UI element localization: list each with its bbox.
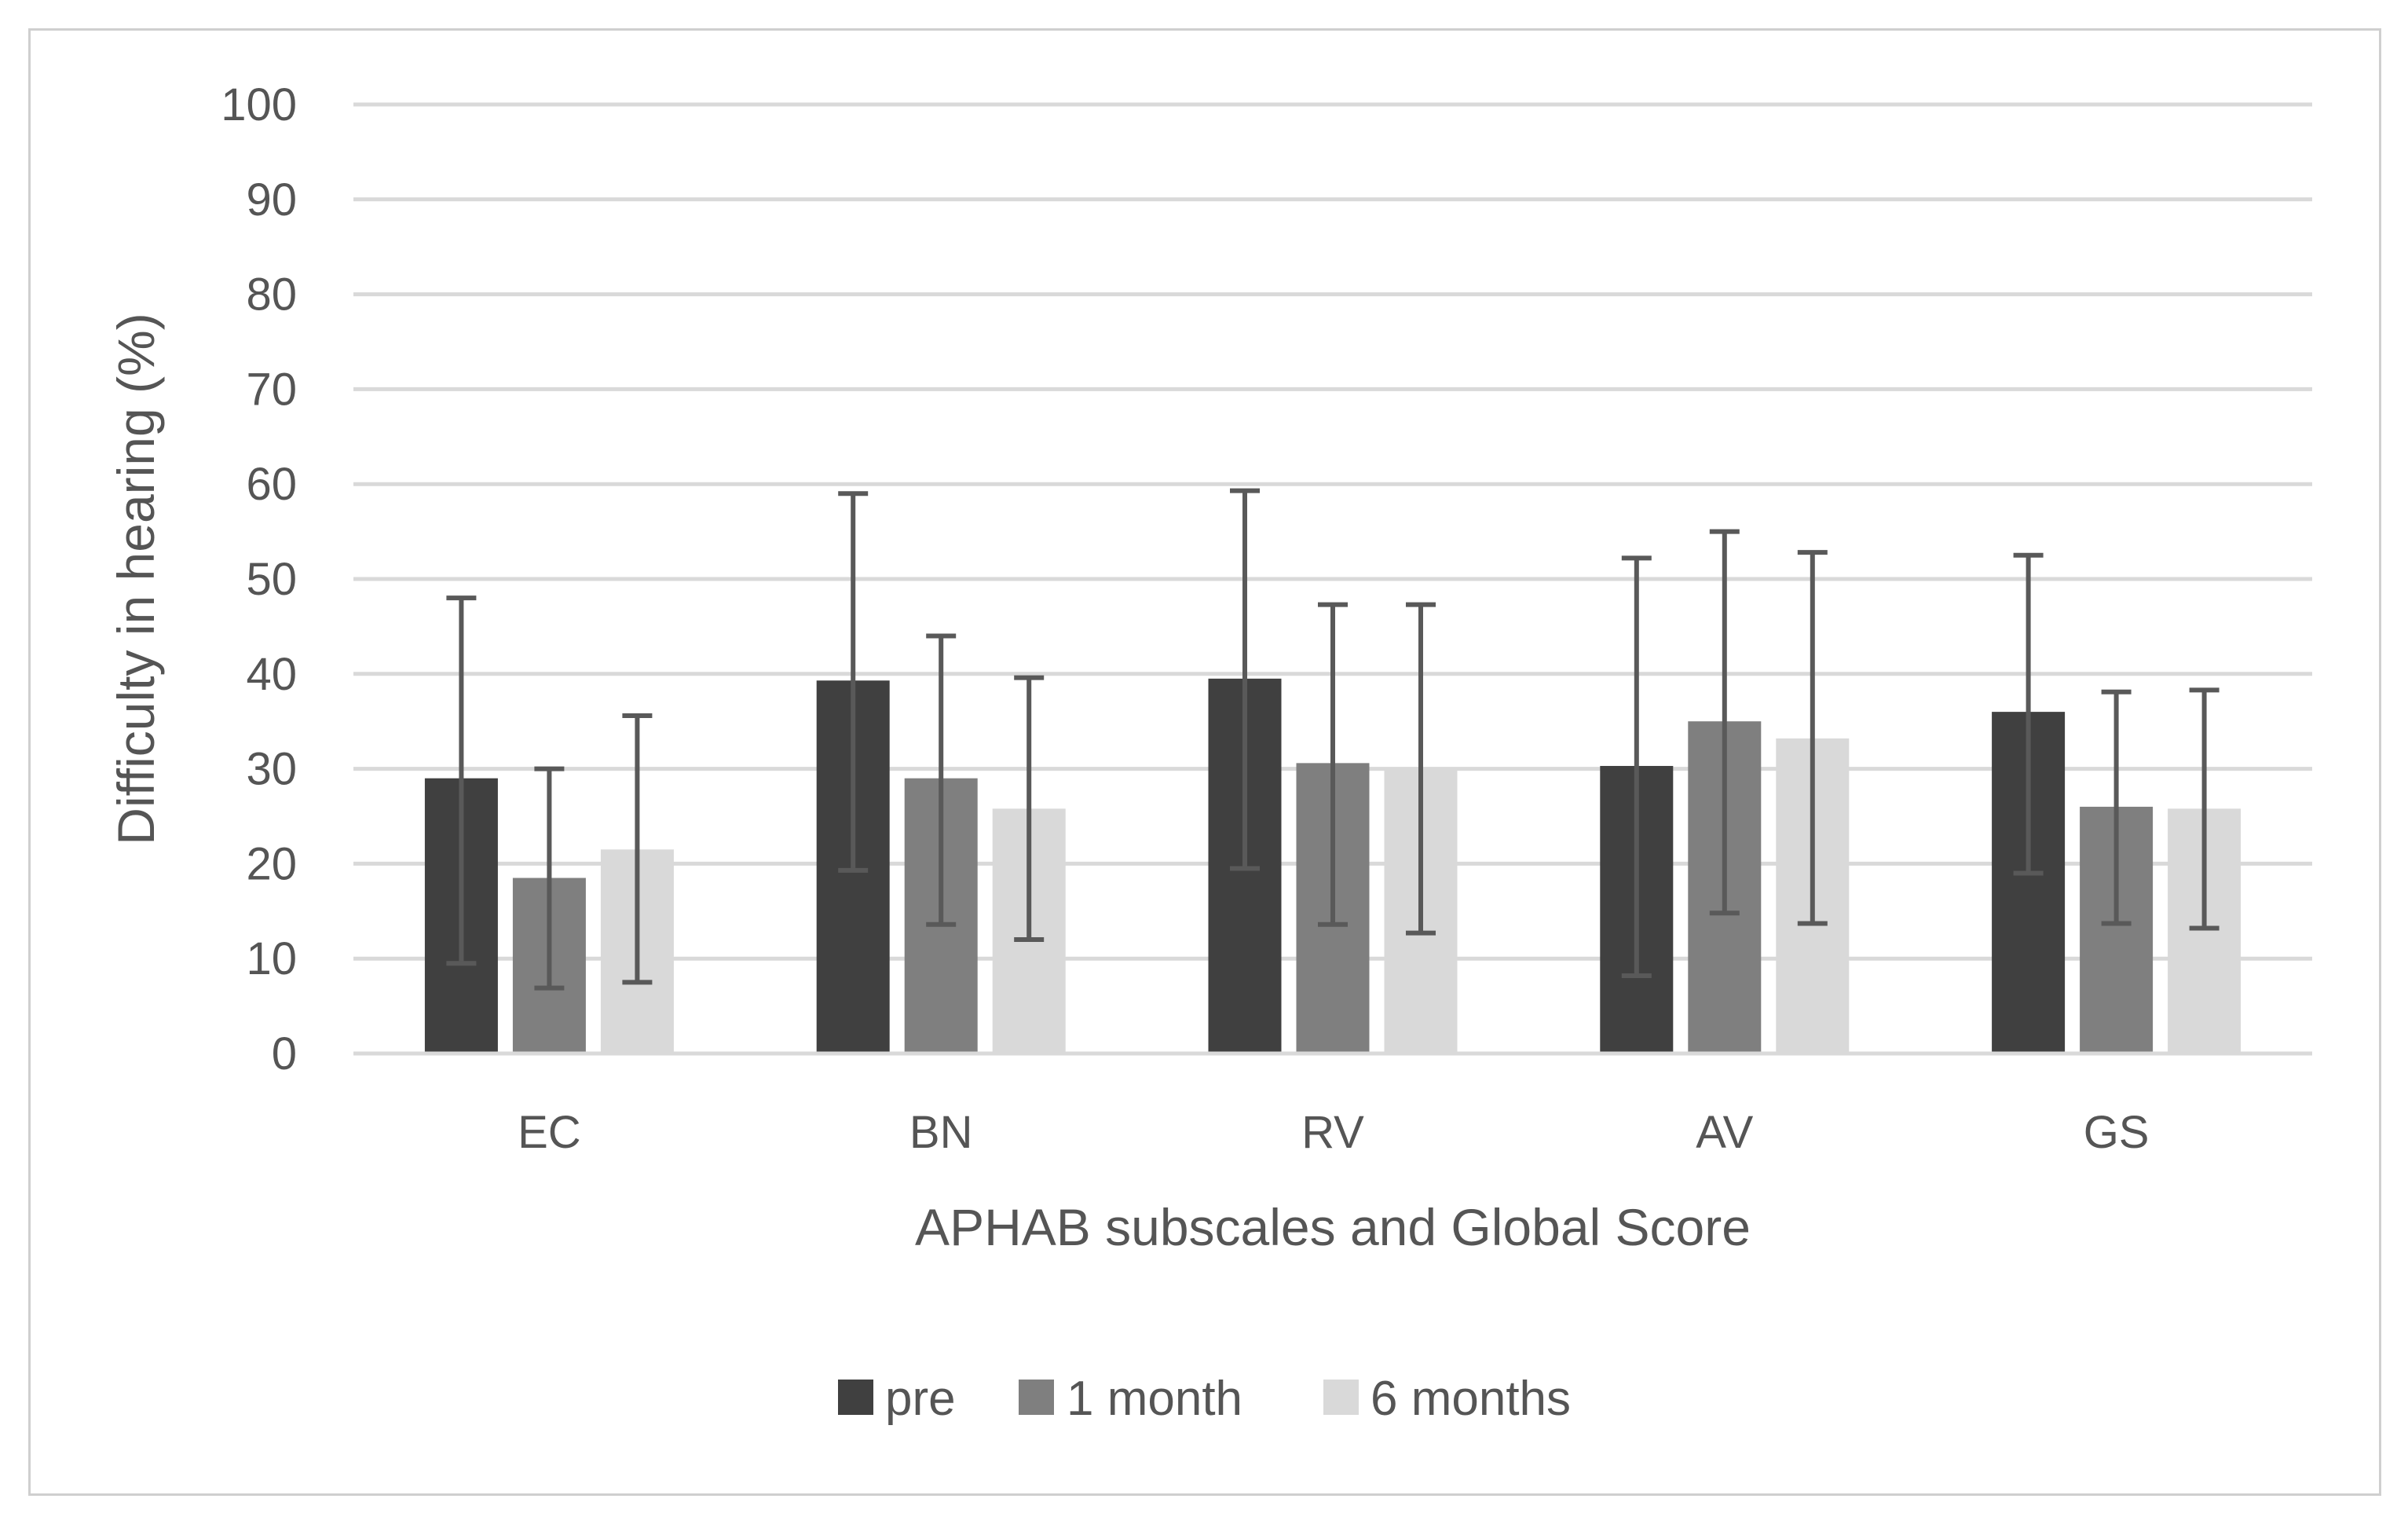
error-bar-rv-pre bbox=[1230, 488, 1260, 871]
error-bar-bn-1-month bbox=[926, 633, 957, 927]
y-tick-label: 90 bbox=[246, 174, 297, 225]
error-bar-av-pre bbox=[1621, 555, 1652, 978]
x-axis-ticks: EC BN RV AV GS bbox=[518, 1107, 2149, 1158]
error-bars bbox=[446, 488, 2220, 991]
x-tick-label-gs: GS bbox=[2084, 1107, 2150, 1158]
y-tick-label: 20 bbox=[246, 838, 297, 889]
y-tick-label: 60 bbox=[246, 459, 297, 510]
y-axis-ticks: 0 10 20 30 40 50 60 70 80 90 100 bbox=[221, 79, 297, 1079]
error-bar-bn-pre bbox=[838, 491, 869, 873]
error-bar-gs-pre bbox=[2013, 552, 2044, 876]
error-bar-rv-6-months bbox=[1406, 602, 1436, 936]
y-tick-label: 100 bbox=[221, 79, 297, 130]
legend-swatch bbox=[1323, 1380, 1359, 1415]
y-tick-label: 30 bbox=[246, 744, 297, 795]
x-tick-label-bn: BN bbox=[909, 1107, 973, 1158]
legend-item-6-months: 6 months bbox=[1323, 1372, 1571, 1426]
error-bar-gs-6-months bbox=[2189, 687, 2220, 931]
x-axis-title: APHAB subscales and Global Score bbox=[915, 1198, 1751, 1256]
error-bar-ec-6-months bbox=[622, 713, 653, 985]
legend-item-1-month: 1 month bbox=[1019, 1372, 1242, 1426]
error-bar-av-1-month bbox=[1709, 529, 1740, 916]
y-tick-label: 70 bbox=[246, 364, 297, 415]
error-bar-bn-6-months bbox=[1014, 675, 1045, 943]
error-bar-gs-1-month bbox=[2101, 689, 2132, 926]
legend-item-pre: pre bbox=[838, 1372, 956, 1426]
error-bar-ec-pre bbox=[446, 595, 477, 966]
y-tick-label: 80 bbox=[246, 269, 297, 321]
error-bar-rv-1-month bbox=[1318, 602, 1348, 927]
legend-swatch bbox=[1019, 1380, 1054, 1415]
y-tick-label: 0 bbox=[272, 1028, 297, 1079]
legend: pre 1 month 6 months bbox=[838, 1372, 1571, 1426]
x-tick-label-ec: EC bbox=[518, 1107, 581, 1158]
x-tick-label-av: AV bbox=[1696, 1107, 1753, 1158]
error-bar-av-6-months bbox=[1797, 550, 1828, 926]
gridlines bbox=[353, 102, 2312, 961]
legend-label: 1 month bbox=[1067, 1372, 1242, 1426]
legend-swatch bbox=[838, 1380, 873, 1415]
x-tick-label-rv: RV bbox=[1301, 1107, 1364, 1158]
legend-label: pre bbox=[885, 1372, 956, 1426]
legend-label: 6 months bbox=[1371, 1372, 1571, 1426]
y-tick-label: 40 bbox=[246, 649, 297, 700]
y-tick-label: 10 bbox=[246, 933, 297, 984]
y-axis-title: Difficulty in hearing (%) bbox=[107, 313, 165, 845]
error-bar-ec-1-month bbox=[534, 766, 565, 991]
y-tick-label: 50 bbox=[246, 554, 297, 605]
chart-frame bbox=[28, 28, 2381, 1496]
